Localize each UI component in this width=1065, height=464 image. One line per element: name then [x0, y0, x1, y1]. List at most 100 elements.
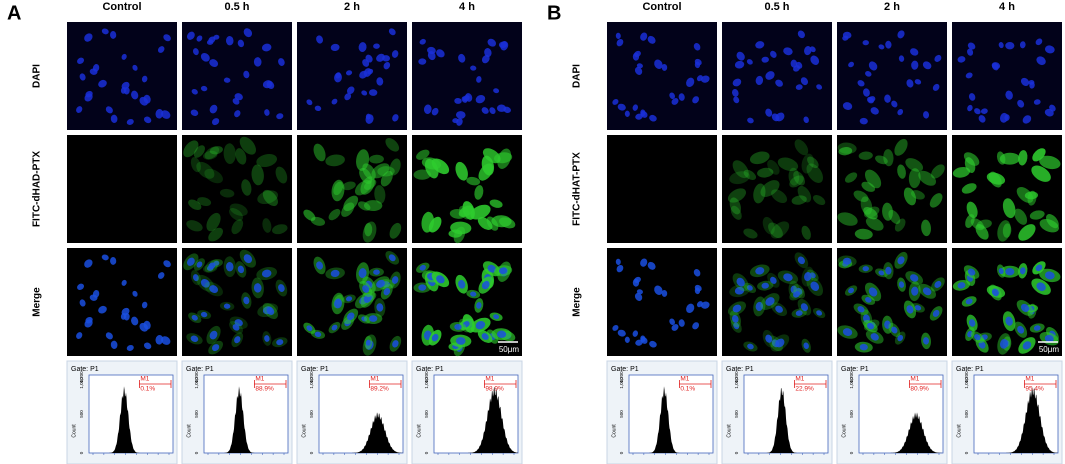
- cell-nucleus: [143, 94, 151, 104]
- micrograph: [67, 22, 177, 130]
- cell-fitc: [1039, 155, 1061, 170]
- cell-nucleus: [649, 340, 657, 348]
- cell-nucleus: [693, 269, 701, 277]
- marker-label: M1: [910, 376, 919, 383]
- cell-nucleus: [368, 89, 378, 96]
- marker-percent: 0.1%: [140, 386, 155, 393]
- cell-fitc: [193, 145, 205, 158]
- cell-fitc: [743, 169, 757, 181]
- cell-nucleus: [487, 38, 497, 47]
- cell-nucleus: [694, 287, 701, 295]
- cell-nucleus: [237, 265, 245, 274]
- cell-nucleus: [496, 330, 507, 338]
- cell-nucleus: [186, 257, 195, 266]
- cell-fitc: [760, 180, 780, 197]
- cell-nucleus: [914, 305, 922, 311]
- cell-nucleus: [615, 32, 621, 39]
- cell-nucleus: [734, 60, 745, 69]
- cell-nucleus: [862, 40, 869, 46]
- cell-fitc: [838, 147, 853, 156]
- cell-fitc: [209, 146, 223, 155]
- cell-fitc: [905, 158, 924, 172]
- column-header: Control: [102, 1, 141, 13]
- y-tick-label: 0: [79, 451, 84, 454]
- cell-nucleus: [76, 332, 83, 339]
- y-axis-label: Count: [71, 424, 77, 438]
- y-tick-label: 1,000: [309, 377, 314, 389]
- cell-nucleus: [974, 108, 981, 115]
- cell-nucleus: [358, 268, 367, 279]
- cell-fitc: [797, 185, 812, 203]
- cell-nucleus: [316, 261, 324, 270]
- cell-fitc: [730, 205, 742, 220]
- histogram-peak: [744, 388, 828, 453]
- cell-nucleus: [266, 306, 275, 315]
- cell-nucleus: [934, 280, 942, 288]
- cell-nucleus: [678, 93, 685, 101]
- cell-fitc: [794, 139, 809, 156]
- marker-percent: 98.9%: [485, 386, 504, 393]
- cell-nucleus: [261, 43, 272, 52]
- cell-fitc: [762, 216, 775, 235]
- y-tick-label: 500: [79, 410, 84, 418]
- cell-nucleus: [191, 314, 198, 321]
- marker-label: M1: [680, 376, 689, 383]
- column-header: 0.5 h: [224, 1, 249, 13]
- cell-nucleus: [617, 329, 626, 337]
- micrograph: [412, 22, 522, 130]
- cell-nucleus: [392, 114, 399, 122]
- cell-nucleus: [232, 98, 240, 105]
- cell-fitc: [793, 171, 806, 186]
- cell-fitc: [863, 206, 878, 220]
- cell-nucleus: [934, 54, 942, 62]
- cell-nucleus: [783, 273, 793, 282]
- column-header: 0.5 h: [764, 1, 789, 13]
- micrograph: [67, 135, 177, 243]
- cell-nucleus: [965, 72, 973, 79]
- cell-fitc: [229, 203, 248, 216]
- y-tick-label: 500: [849, 410, 854, 418]
- row-label: Merge: [32, 287, 43, 317]
- cell-nucleus: [209, 330, 218, 340]
- cell-nucleus: [859, 343, 868, 351]
- cell-nucleus: [624, 110, 630, 117]
- cell-nucleus: [733, 322, 740, 330]
- cell-nucleus: [454, 97, 462, 104]
- cell-fitc: [791, 195, 807, 205]
- cell-nucleus: [991, 288, 999, 297]
- cell-nucleus: [243, 28, 253, 38]
- cell-nucleus: [436, 275, 445, 284]
- column-header: 2 h: [344, 1, 360, 13]
- cell-fitc: [997, 220, 1011, 242]
- cell-nucleus: [493, 314, 500, 320]
- cell-nucleus: [243, 70, 250, 79]
- cell-fitc: [272, 224, 288, 235]
- image-background: [837, 22, 947, 130]
- image-background: [297, 22, 407, 130]
- cell-nucleus: [797, 30, 805, 39]
- cell-nucleus: [334, 298, 342, 309]
- cell-fitc: [489, 199, 503, 208]
- cell-fitc: [883, 149, 894, 167]
- cell-nucleus: [755, 267, 765, 275]
- cell-nucleus: [761, 56, 769, 63]
- cell-fitc: [206, 212, 221, 232]
- micrograph: [837, 135, 947, 243]
- cell-fitc: [963, 152, 980, 166]
- cell-nucleus: [923, 337, 930, 345]
- cell-nucleus: [191, 88, 198, 95]
- cell-nucleus: [891, 100, 898, 108]
- cell-fitc: [768, 222, 783, 239]
- cell-nucleus: [700, 301, 710, 309]
- cell-nucleus: [848, 61, 855, 68]
- histogram-peak: [204, 386, 288, 453]
- cell-fitc: [251, 164, 264, 186]
- cell-fitc: [380, 170, 393, 187]
- cell-nucleus: [732, 88, 739, 97]
- cell-nucleus: [978, 115, 986, 123]
- cell-nucleus: [223, 303, 231, 309]
- cell-nucleus: [278, 58, 285, 66]
- cell-nucleus: [640, 336, 648, 344]
- cell-nucleus: [616, 264, 624, 273]
